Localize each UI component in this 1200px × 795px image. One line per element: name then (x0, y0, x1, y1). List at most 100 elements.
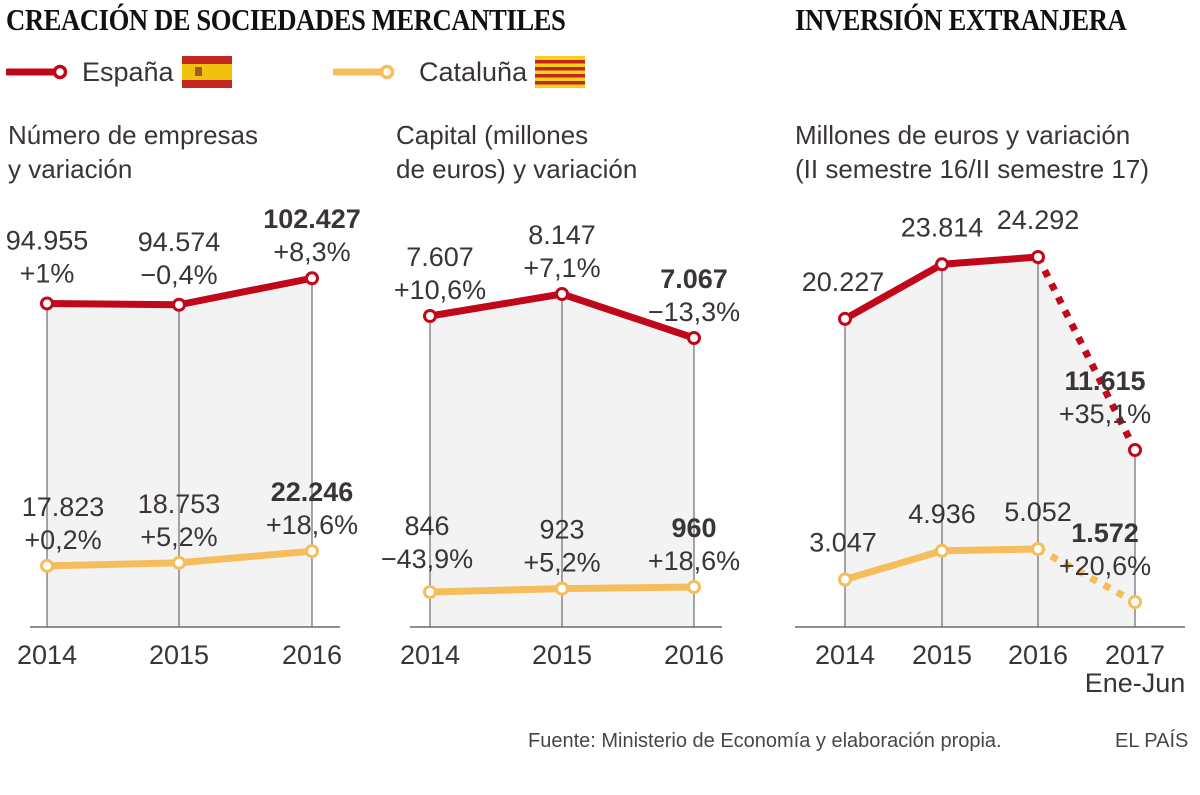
espana-line-segment (43, 299, 183, 309)
cataluna-point (172, 555, 186, 570)
legend-label-espana: España (82, 56, 174, 87)
cataluna-point (687, 580, 701, 594)
subtitle-line: y variación (8, 154, 133, 184)
cataluna-change-label: +18,6% (648, 546, 740, 576)
espana-line-segment (558, 290, 698, 342)
subtitle-line: (II semestre 16/II semestre 17) (795, 154, 1150, 184)
espana-value-label: 20.227 (802, 267, 885, 297)
subtitle-capital: Capital (millones de euros) y variación (396, 118, 637, 186)
espana-point (838, 311, 852, 326)
catalonia-flag-icon (535, 56, 586, 88)
espana-value-label: 11.615 (1064, 366, 1145, 396)
x-tick-label: 2014 (400, 640, 460, 670)
cataluna-value-label: 18.753 (138, 489, 221, 519)
subtitle-line: de euros) y variación (396, 154, 638, 184)
cataluna-point (305, 544, 319, 559)
cataluna-point (1031, 542, 1045, 556)
espana-point (172, 297, 186, 312)
cataluna-line-segment (558, 583, 698, 593)
cataluna-point (838, 572, 852, 587)
espana-point (305, 271, 319, 286)
espana-value-label: 102.427 (263, 204, 361, 234)
espana-line-segment (841, 260, 946, 323)
espana-change-label: −13,3% (648, 297, 740, 327)
cataluna-value-label: 1.572 (1071, 518, 1139, 548)
cataluna-point (1128, 595, 1142, 609)
cataluna-line-segment (426, 585, 566, 596)
cataluna-value-label: 923 (539, 515, 584, 545)
cataluna-point (935, 543, 949, 558)
espana-change-label: +8,3% (273, 237, 350, 267)
espana-change-label: +10,6% (394, 275, 486, 305)
espana-value-label: 7.607 (406, 242, 474, 272)
espana-value-label: 23.814 (901, 212, 984, 242)
subtitle-line: Número de empresas (8, 120, 258, 150)
cataluna-point (555, 581, 569, 596)
espana-change-label: −0,4% (140, 260, 217, 290)
x-tick-label: 2016 (1008, 640, 1068, 670)
cataluna-change-label: +18,6% (266, 510, 358, 540)
x-tick-label: 2015 (149, 640, 209, 670)
x-tick-label: 2015 (532, 640, 592, 670)
area-fill (845, 257, 1135, 627)
espana-line-segment (938, 253, 1042, 268)
legend-item-espana: España (6, 56, 232, 88)
espana-point (423, 309, 437, 323)
cataluna-value-label: 22.246 (271, 477, 354, 507)
subtitle-empresas: Número de empresas y variación (8, 118, 258, 186)
cataluna-value-label: 846 (404, 511, 449, 541)
source-note: Fuente: Ministerio de Economía y elabora… (528, 730, 1002, 752)
espana-line-segment-dotted (1034, 255, 1139, 452)
cataluna-change-label: +5,2% (140, 522, 217, 552)
cataluna-change-label: +20,6% (1059, 551, 1151, 581)
espana-point (1031, 250, 1045, 264)
title-inversion: INVERSIÓN EXTRANJERA (795, 2, 1127, 37)
cataluna-line-segment (841, 547, 946, 584)
espana-point (687, 331, 701, 345)
cataluna-value-label: 5.052 (1004, 497, 1072, 527)
brand-label: EL PAÍS (1115, 730, 1189, 752)
espana-line-segment (426, 290, 566, 320)
x-tick-label: 2017 (1105, 640, 1165, 670)
x-tick-label: 2014 (17, 640, 77, 670)
cataluna-change-label: −43,9% (381, 544, 473, 574)
espana-change-label: +1% (20, 258, 75, 288)
espana-line-segment (175, 274, 316, 309)
cataluna-value-label: 4.936 (908, 499, 976, 529)
cataluna-change-label: +0,2% (24, 525, 101, 555)
x-tick-label: 2015 (912, 640, 972, 670)
cataluna-line-segment (175, 547, 316, 567)
cataluna-line-swatch-icon (333, 64, 395, 80)
cataluna-value-label: 3.047 (809, 528, 877, 558)
cataluna-line-segment (43, 559, 183, 570)
cataluna-line-segment (938, 545, 1042, 555)
subtitle-inversion: Millones de euros y variación (II semest… (795, 118, 1149, 186)
espana-value-label: 24.292 (997, 205, 1080, 235)
spain-flag-icon (181, 56, 232, 88)
subtitle-line: Capital (millones (396, 120, 589, 150)
legend-label-cataluna: Cataluña (419, 56, 528, 87)
cataluna-point (423, 585, 437, 599)
cataluna-value-label: 960 (671, 513, 716, 543)
espana-value-label: 8.147 (528, 220, 596, 250)
espana-point (40, 296, 54, 311)
legend-item-cataluna: Cataluña (333, 56, 586, 88)
x-tick-label: 2016 (664, 640, 724, 670)
espana-point (555, 287, 569, 301)
espana-change-label: +35,1% (1059, 399, 1151, 429)
cataluna-change-label: +5,2% (523, 548, 600, 578)
espana-value-label: 94.955 (6, 225, 89, 255)
espana-value-label: 7.067 (660, 264, 728, 294)
subtitle-line: Millones de euros y variación (795, 120, 1131, 150)
x-tick-label: 2016 (282, 640, 342, 670)
cataluna-point (40, 558, 54, 573)
title-sociedades: CREACIÓN DE SOCIEDADES MERCANTILES (6, 2, 566, 37)
cataluna-value-label: 17.823 (22, 492, 105, 522)
espana-line-swatch-icon (6, 64, 68, 80)
espana-change-label: +7,1% (523, 253, 600, 283)
x-tick-sublabel: Ene-Jun (1085, 668, 1186, 698)
x-tick-label: 2014 (815, 640, 875, 670)
espana-point (935, 257, 949, 272)
espana-value-label: 94.574 (138, 227, 221, 257)
